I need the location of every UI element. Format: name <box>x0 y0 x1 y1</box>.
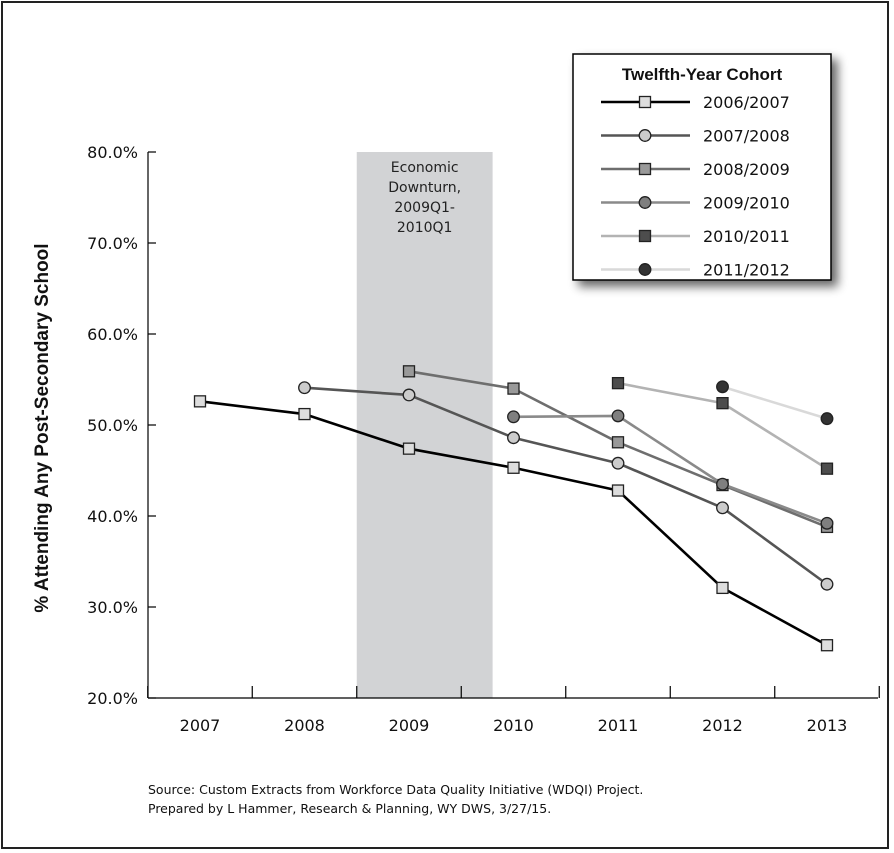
legend-item: 2011/2012 <box>601 261 790 280</box>
data-point <box>611 376 625 390</box>
downturn-label-line: 2010Q1 <box>397 220 453 236</box>
data-point <box>611 484 625 497</box>
data-point <box>820 577 834 591</box>
downturn-label-line: Economic <box>391 160 459 176</box>
y-axis-label: % Attending Any Post-Secondary School <box>32 243 53 612</box>
downturn-label-line: 2009Q1- <box>394 200 455 216</box>
x-tick-label: 2008 <box>284 716 325 735</box>
downturn-band <box>356 152 493 698</box>
x-tick-label: 2011 <box>598 716 639 735</box>
data-point <box>611 436 625 449</box>
x-tick-label: 2012 <box>702 716 743 735</box>
legend-swatch-marker <box>638 229 652 243</box>
data-point <box>402 365 416 378</box>
data-point <box>611 456 625 470</box>
series-2007-2008 <box>298 381 834 591</box>
legend-label: 2011/2012 <box>703 261 790 280</box>
source-line-1: Source: Custom Extracts from Workforce D… <box>148 782 644 797</box>
legend-swatch-marker <box>638 95 652 109</box>
legend-item: 2010/2011 <box>601 227 790 246</box>
legend-label: 2010/2011 <box>703 227 790 246</box>
x-tick-label: 2007 <box>180 716 221 735</box>
legend-swatch-marker <box>638 196 652 209</box>
legend-item: 2007/2008 <box>601 127 790 146</box>
data-point <box>716 397 729 410</box>
data-point <box>820 462 834 475</box>
y-tick-label: 20.0% <box>87 689 138 708</box>
data-point <box>716 380 729 394</box>
y-tick-label: 40.0% <box>87 507 138 526</box>
data-point <box>716 581 729 595</box>
data-point <box>507 382 520 395</box>
data-point <box>716 501 729 515</box>
data-point <box>402 388 416 402</box>
y-tick-label: 80.0% <box>87 143 138 162</box>
legend-box <box>572 53 832 281</box>
y-tick-label: 50.0% <box>87 416 138 435</box>
series-line <box>513 414 828 525</box>
data-point <box>507 431 520 445</box>
legend-label: 2008/2009 <box>703 160 790 179</box>
source-line-2: Prepared by L Hammer, Research & Plannin… <box>148 801 552 816</box>
x-tick-label: 2010 <box>493 716 534 735</box>
series-2006-2007 <box>193 395 834 652</box>
legend-item: 2006/2007 <box>601 93 790 112</box>
data-point <box>820 639 834 652</box>
series-2009-2010 <box>507 409 834 530</box>
data-point <box>507 410 520 424</box>
y-tick-label: 70.0% <box>87 234 138 253</box>
series-2011-2012 <box>716 380 834 426</box>
data-point <box>193 395 207 408</box>
series-line <box>304 386 828 586</box>
data-point <box>611 409 625 423</box>
data-point <box>716 477 729 491</box>
data-point <box>820 516 834 530</box>
series-line <box>722 385 828 420</box>
legend-swatch-marker <box>638 162 652 176</box>
legend-title: Twelfth-Year Cohort <box>622 65 783 84</box>
data-point <box>507 461 520 474</box>
legend-item: 2009/2010 <box>601 194 790 213</box>
legend-label: 2006/2007 <box>703 93 790 112</box>
legend-item: 2008/2009 <box>601 160 790 179</box>
x-tick-label: 2013 <box>807 716 848 735</box>
downturn-label-line: Downturn, <box>388 180 461 196</box>
legend-label: 2009/2010 <box>703 194 790 213</box>
data-point <box>298 407 311 421</box>
data-point <box>402 442 416 455</box>
legend-swatch-marker <box>638 263 652 276</box>
x-tick-label: 2009 <box>389 716 430 735</box>
series-2010-2011 <box>611 376 834 475</box>
data-point <box>298 381 311 395</box>
data-point <box>820 412 834 426</box>
y-tick-label: 60.0% <box>87 325 138 344</box>
y-tick-label: 30.0% <box>87 598 138 617</box>
legend-label: 2007/2008 <box>703 127 790 146</box>
legend-swatch-marker <box>638 129 652 142</box>
